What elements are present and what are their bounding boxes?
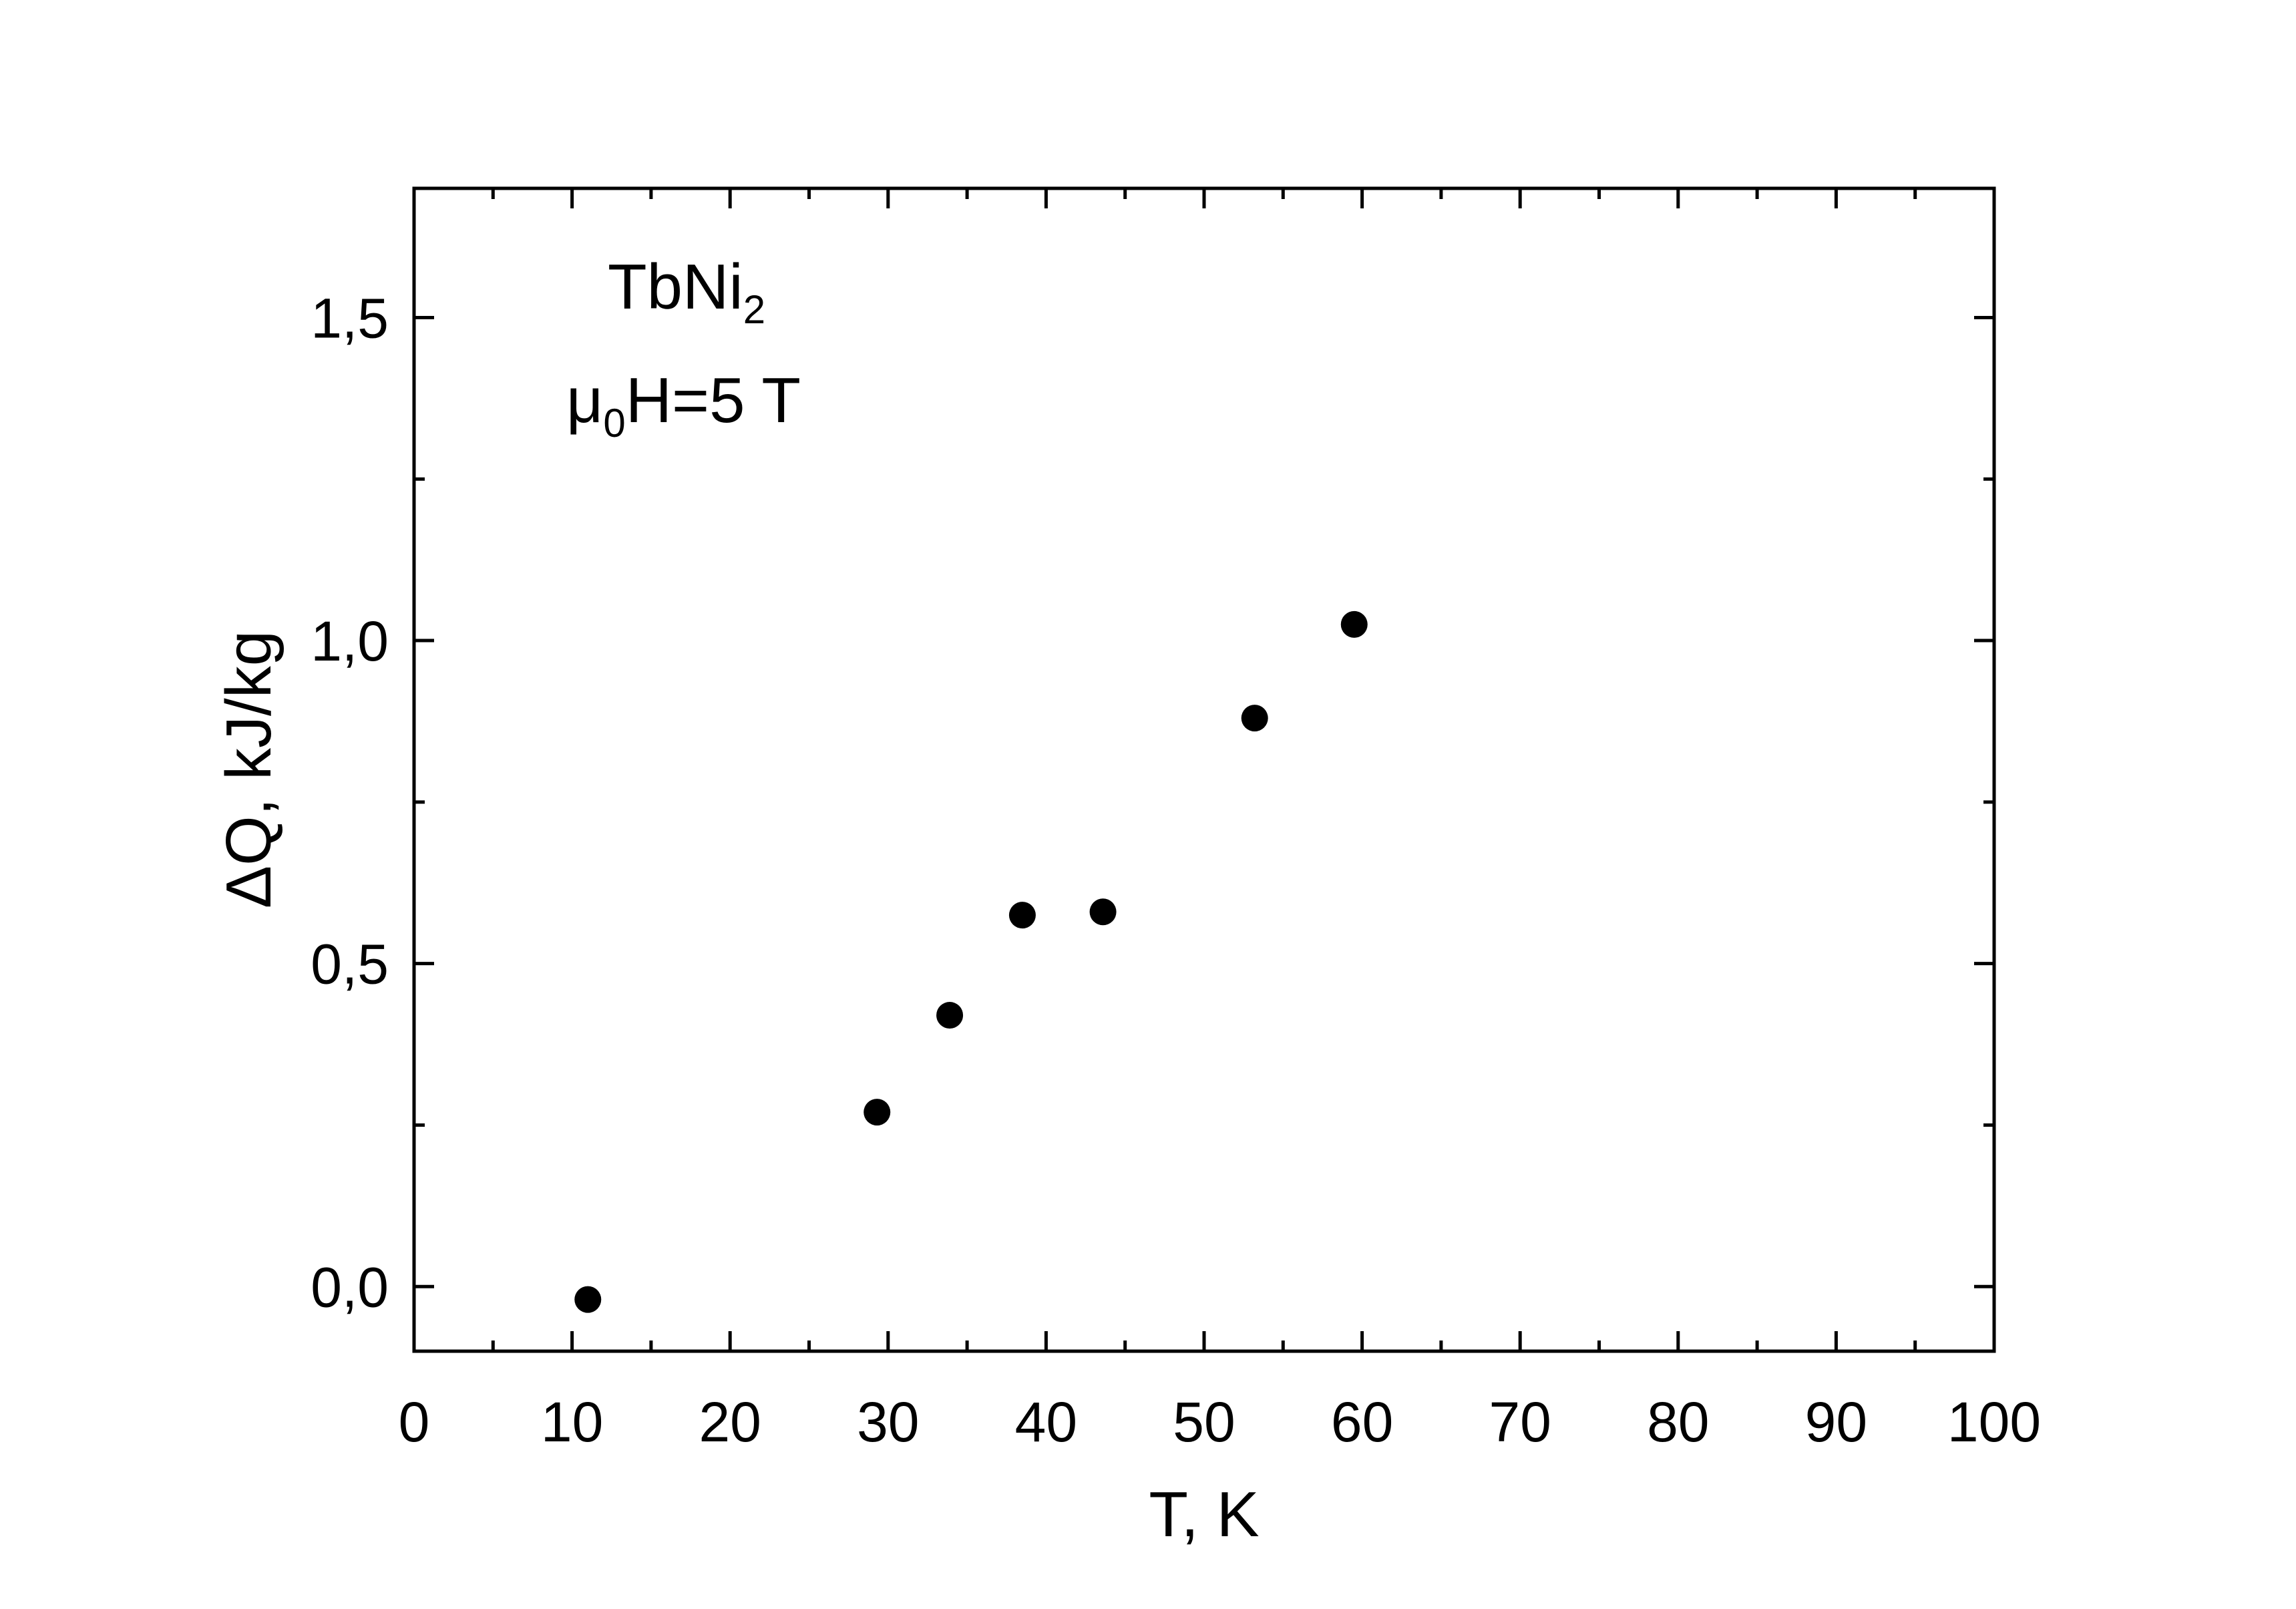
x-tick-label: 100 — [1947, 1391, 2041, 1453]
axis-ticks — [412, 188, 1996, 1351]
x-tick-label: 50 — [1173, 1391, 1235, 1453]
x-tick-label: 10 — [541, 1391, 603, 1453]
x-tick-label: 30 — [857, 1391, 919, 1453]
data-point — [1241, 705, 1268, 732]
annotation-field-main: H=5 T — [626, 365, 801, 436]
data-point — [1008, 902, 1036, 929]
x-axis-title: T, K — [1149, 1479, 1259, 1550]
data-points — [574, 610, 1368, 1313]
annotation-field-sub: 0 — [603, 401, 625, 445]
plot-frame — [412, 186, 1996, 1353]
annotation-compound-sub: 2 — [743, 287, 765, 332]
y-tick-label: 0,5 — [311, 933, 389, 996]
x-tick-label: 70 — [1489, 1391, 1551, 1453]
data-point — [864, 1099, 891, 1126]
y-tick-label: 0,0 — [311, 1256, 389, 1318]
x-tick-label: 0 — [399, 1391, 430, 1453]
y-tick-label: 1,5 — [311, 287, 389, 349]
annotation-compound-main: TbNi — [608, 251, 743, 323]
annotation-compound: TbNi2 — [608, 251, 765, 332]
y-tick-label: 1,0 — [311, 610, 389, 673]
x-tick-label: 80 — [1647, 1391, 1709, 1453]
x-tick-label: 20 — [699, 1391, 761, 1453]
data-point — [1340, 610, 1368, 638]
data-point — [574, 1286, 602, 1313]
y-axis-title: ΔQ, kJ/kg — [213, 631, 284, 908]
data-point — [1089, 898, 1117, 926]
x-tick-label: 40 — [1015, 1391, 1077, 1453]
annotation-field-mu: μ — [566, 365, 603, 436]
annotation-field: μ0H=5 T — [566, 365, 801, 445]
data-point — [936, 1002, 964, 1029]
x-tick-label: 60 — [1331, 1391, 1393, 1453]
x-tick-label: 90 — [1805, 1391, 1867, 1453]
